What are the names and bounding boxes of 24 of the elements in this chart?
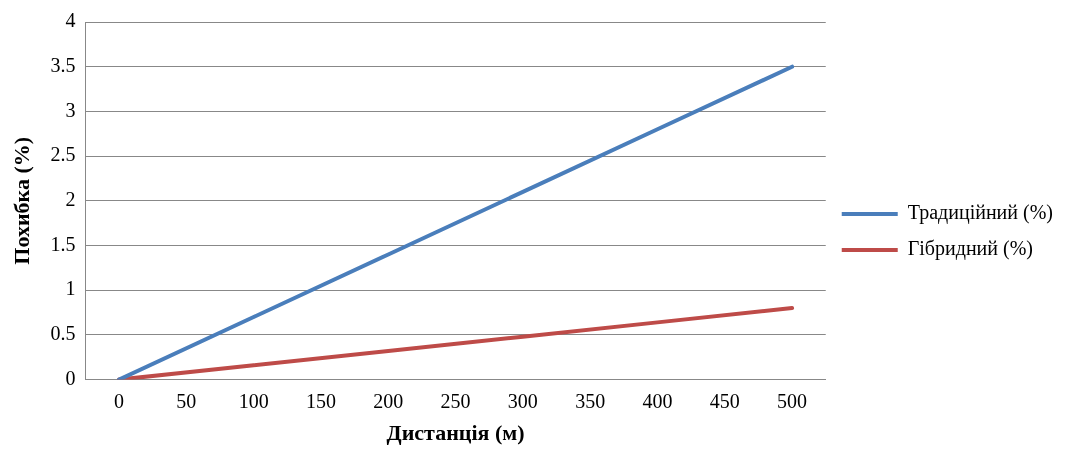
x-tick-label: 100 — [238, 389, 269, 412]
y-tick-label: 3.5 — [50, 53, 76, 76]
x-tick-label: 250 — [440, 389, 471, 412]
y-tick-label: 1.5 — [50, 232, 76, 255]
y-tick-label: 4 — [65, 9, 76, 32]
y-tick-label: 0.5 — [50, 322, 76, 345]
x-tick-label: 400 — [642, 389, 673, 412]
x-tick-label: 0 — [114, 389, 125, 412]
y-tick-label: 0 — [65, 366, 76, 389]
y-tick-label: 1 — [65, 277, 76, 300]
y-tick-label: 2 — [65, 188, 76, 211]
x-tick-label: 50 — [176, 389, 197, 412]
x-tick-label: 200 — [373, 389, 404, 412]
x-axis-title: Дистанція (м) — [386, 420, 525, 446]
y-tick-label: 3 — [65, 98, 76, 121]
legend-label: Гібридний (%) — [907, 237, 1033, 261]
legend-label: Традиційний (%) — [907, 201, 1053, 225]
x-tick-label: 300 — [507, 389, 538, 412]
x-tick-label: 500 — [777, 389, 808, 412]
x-tick-label: 450 — [709, 389, 740, 412]
y-axis-title: Похибка (%) — [8, 136, 34, 265]
x-tick-label: 350 — [575, 389, 606, 412]
y-tick-label: 2.5 — [50, 143, 76, 166]
x-tick-label: 150 — [305, 389, 336, 412]
